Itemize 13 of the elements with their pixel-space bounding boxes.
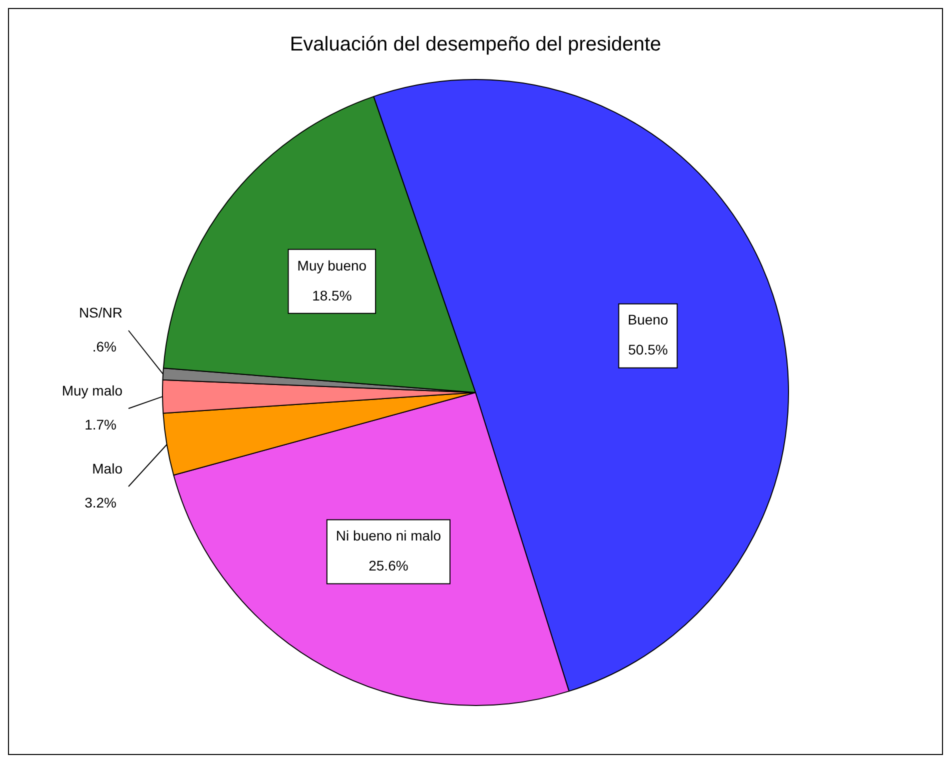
slice-label: Bueno [628,312,668,328]
data-label: .6% [92,338,116,354]
slice-label: NS/NR [78,304,122,320]
slice-label: Muy bueno [297,257,367,274]
slice-label: Ni bueno ni malo [336,528,442,544]
slice-label: Muy malo [62,382,123,398]
slice-label: Malo [92,460,123,476]
data-label: 18.5% [312,287,352,304]
chart-title: Evaluación del desempeño del presidente [290,34,662,56]
data-label: 25.6% [368,558,408,574]
data-label: 3.2% [84,494,116,510]
data-label: 1.7% [84,416,116,432]
data-label: 50.5% [628,342,668,358]
